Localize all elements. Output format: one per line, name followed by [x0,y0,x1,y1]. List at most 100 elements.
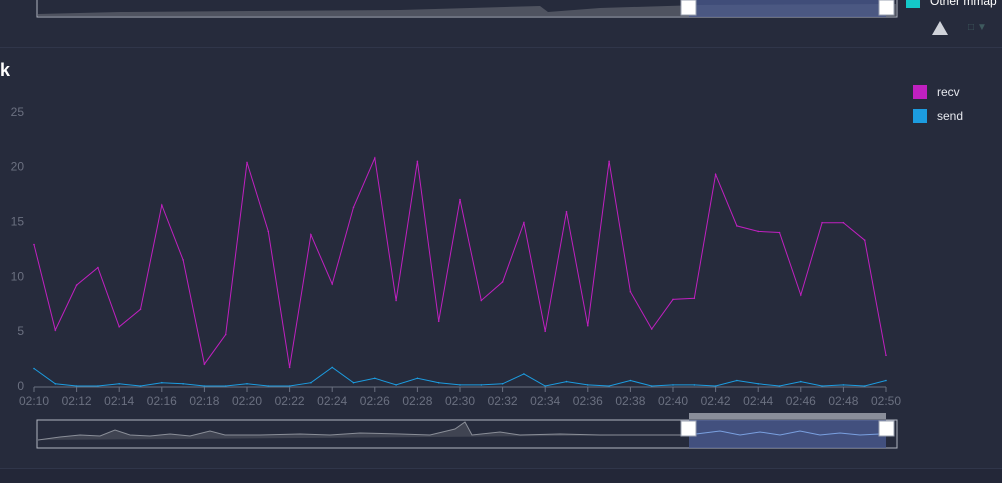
pager-dots-icon[interactable]: □▼ [968,22,990,33]
top-chart-panel: Other mmap □▼ [0,0,1002,48]
data-point-recv [459,198,461,201]
data-point-send [416,377,419,380]
y-axis: 0 5 10 15 20 25 [11,105,25,393]
x-tick-label: 02:42 [701,394,731,408]
data-point-recv [182,259,184,261]
data-point-recv [374,157,376,159]
y-tick-label: 15 [11,215,25,229]
data-point-send [182,383,184,385]
x-tick-label: 02:14 [104,394,134,408]
data-point-recv [139,308,142,311]
legend-label-recv: recv [937,85,960,99]
series-line-send [33,366,887,387]
data-point-recv [288,366,291,369]
data-point-recv [757,230,759,233]
legend-label-send: send [937,109,964,123]
legend-item-recv[interactable]: recv [913,80,963,104]
data-point-send [842,384,845,386]
x-tick-label: 02:48 [828,394,858,408]
data-point-recv [544,330,546,333]
data-point-send [161,381,163,384]
data-point-recv [821,221,823,224]
data-point-recv [523,221,525,224]
data-point-send [565,380,568,383]
x-tick-label: 02:22 [275,394,305,408]
data-point-recv [437,320,440,323]
bottom-zoom-range-bar[interactable] [689,413,886,419]
data-point-send [523,373,525,375]
x-tick-label: 02:34 [530,394,560,408]
y-tick-label: 5 [17,324,24,338]
data-point-recv [842,221,845,224]
bottom-panel-edge [0,468,1002,483]
data-point-send [501,383,504,385]
data-point-send [97,385,99,387]
data-point-send [139,385,142,387]
data-point-recv [565,210,568,213]
data-point-send [267,385,270,387]
x-tick-label: 02:20 [232,394,262,408]
x-axis: 02:10 02:12 02:14 02:16 02:18 02:20 02:22 02:24… [19,386,901,408]
data-point-send [459,384,461,386]
top-legend-item[interactable]: Other mmap [906,0,997,8]
data-point-send [736,379,738,382]
bottom-zoom-slider[interactable] [0,410,1002,470]
x-tick-label: 02:30 [445,394,475,408]
x-tick-label: 02:28 [402,394,432,408]
data-point-send [544,385,546,387]
data-point-send [331,366,334,369]
data-point-send [672,384,674,386]
data-point-send [246,383,248,385]
x-tick-label: 02:36 [573,394,603,408]
top-zoom-slider[interactable] [0,0,1002,47]
data-point-recv [693,297,696,300]
data-point-send [75,385,78,387]
bottom-zoom-overview-line [37,421,689,441]
top-zoom-handle-right[interactable] [878,0,895,16]
data-point-send [352,381,355,384]
data-point-recv [246,161,248,164]
data-point-send [118,383,120,385]
collapse-triangle-icon[interactable] [932,21,948,35]
data-point-send [437,381,440,384]
data-point-send [629,379,632,382]
data-point-recv [161,204,163,206]
x-tick-label: 02:18 [189,394,219,408]
x-tick-label: 02:38 [615,394,645,408]
x-tick-label: 02:12 [62,394,92,408]
data-point-send [374,377,376,380]
x-tick-label: 02:16 [147,394,177,408]
data-point-send [587,384,589,386]
panel-title: k [0,60,11,80]
series-line-recv [33,156,887,368]
data-point-send [800,380,802,383]
data-point-recv [800,294,802,296]
data-point-send [650,385,653,387]
data-point-recv [672,298,674,301]
data-point-recv [629,290,632,293]
data-point-recv [416,160,419,163]
y-tick-label: 25 [11,105,25,119]
x-tick-label: 02:24 [317,394,347,408]
data-point-send [310,381,312,384]
data-point-send [693,384,696,386]
data-point-send [885,379,887,382]
data-point-recv [203,363,206,365]
x-tick-label: 02:40 [658,394,688,408]
x-tick-label: 02:26 [360,394,390,408]
top-zoom-handle-left[interactable] [680,0,697,16]
data-point-recv [75,284,78,286]
data-point-recv [310,233,312,236]
data-point-recv [33,243,35,246]
legend-item-send[interactable]: send [913,104,963,128]
data-point-send [714,385,717,387]
data-point-recv [714,173,717,176]
line-chart: 0 5 10 15 20 25 02:10 02:12 02:14 02:16 02:18 02:2… [11,105,902,408]
bottom-zoom-handle-left[interactable] [680,420,697,437]
bottom-zoom-handle-right[interactable] [878,420,895,437]
data-point-send [863,385,866,387]
data-point-recv [778,231,781,234]
data-point-recv [587,324,589,327]
y-tick-label: 10 [11,269,25,283]
x-tick-label: 02:10 [19,394,49,408]
